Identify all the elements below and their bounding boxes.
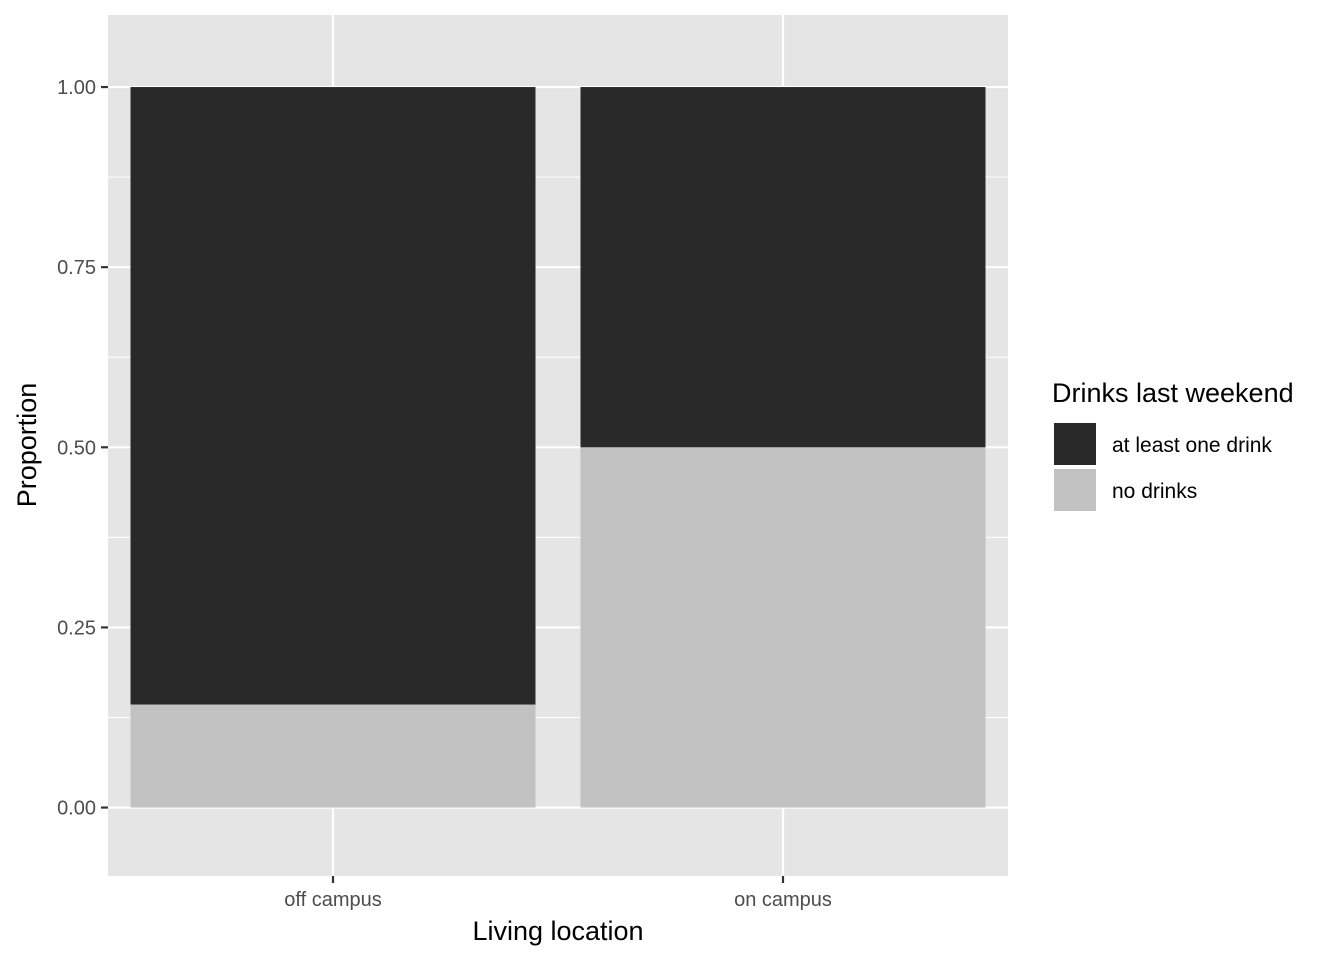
legend-key: [1052, 421, 1098, 467]
x-axis-title: Living location: [472, 916, 643, 946]
legend-label: no drinks: [1112, 480, 1197, 503]
legend-label: at least one drink: [1112, 434, 1272, 457]
legend-key: [1052, 467, 1098, 513]
y-tick-label: 1.00: [57, 77, 96, 99]
y-axis: 0.00 0.25 0.50 0.75 1.00: [57, 77, 108, 820]
y-tick-label: 0.25: [57, 617, 96, 639]
x-tick-label: off campus: [284, 889, 381, 911]
x-axis: off campus on campus: [284, 876, 832, 911]
bar-segment: [580, 447, 986, 808]
legend: Drinks last weekend at least one drink no…: [1052, 378, 1294, 513]
bar-segment: [130, 87, 536, 705]
legend-title: Drinks last weekend: [1052, 378, 1294, 408]
y-tick-label: 0.50: [57, 437, 96, 459]
bars: [130, 87, 986, 808]
bar-segment: [580, 87, 986, 448]
y-tick-label: 0.75: [57, 257, 96, 279]
bar-segment: [130, 704, 536, 808]
x-tick-label: on campus: [734, 889, 832, 911]
legend-entries: at least one drink no drinks: [1052, 421, 1272, 513]
y-tick-label: 0.00: [57, 798, 96, 820]
y-axis-title: Proportion: [12, 383, 42, 508]
